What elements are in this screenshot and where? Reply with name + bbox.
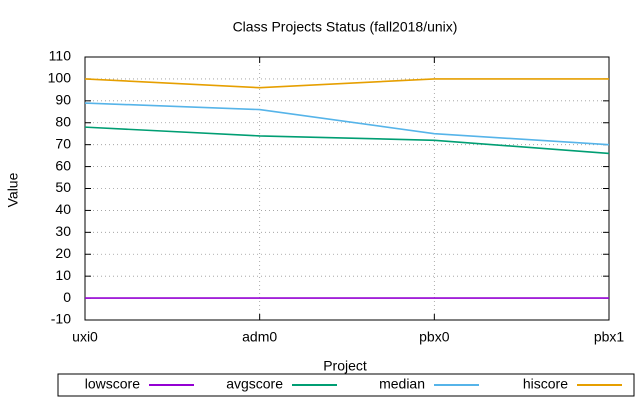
x-tick-label: pbx1 [594,329,625,345]
y-tick-label: 20 [55,245,71,261]
y-tick-label: 100 [48,70,72,86]
y-tick-label: 60 [55,157,71,173]
y-tick-label: 30 [55,223,71,239]
x-axis-label: Project [323,358,367,374]
y-tick-label: -10 [51,311,71,327]
series-line [84,78,609,89]
chart-title: Class Projects Status (fall2018/unix) [233,19,458,35]
y-tick-label: 70 [55,135,71,151]
legend-label: lowscore [85,376,140,392]
y-tick-label: 50 [55,179,71,195]
y-tick-label: 90 [55,92,71,108]
series-line [84,102,610,146]
y-tick-label: 40 [55,201,71,217]
y-tick-label: 110 [49,48,72,64]
x-tick-label: pbx0 [419,329,450,345]
series-line [84,126,610,155]
legend-label: hiscore [523,376,568,392]
legend-box [57,373,635,397]
legend-label: median [379,376,425,392]
plot-frame [84,56,610,321]
legend-label: avgscore [226,376,283,392]
y-axis-label: Value [5,172,21,207]
y-tick-label: 0 [63,289,71,305]
y-tick-label: 10 [55,267,71,283]
x-tick-label: uxi0 [72,329,98,345]
x-tick-label: adm0 [242,329,277,345]
y-tick-label: 80 [55,113,71,129]
